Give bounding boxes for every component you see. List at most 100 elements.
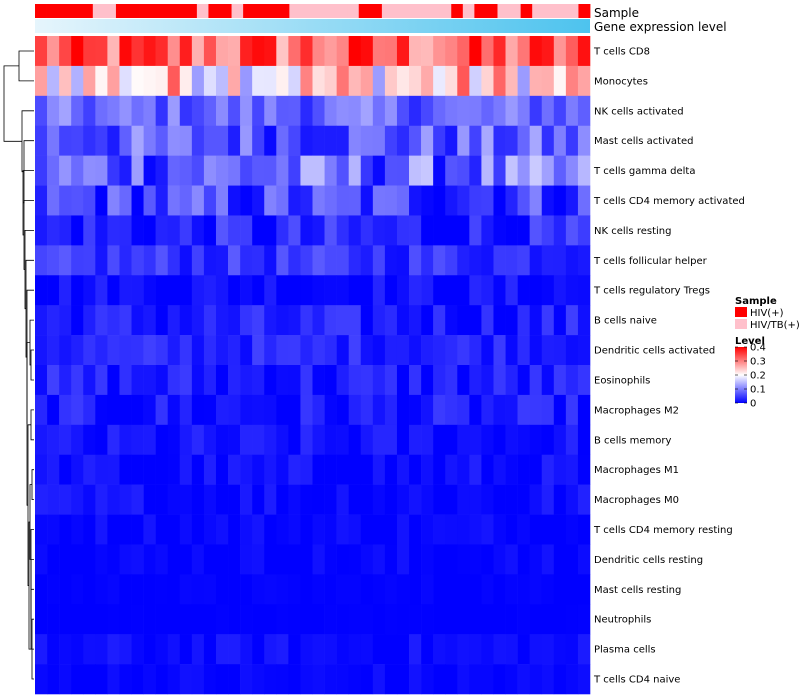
heatmap-cell bbox=[179, 65, 193, 97]
heatmap-cell bbox=[541, 365, 555, 396]
heatmap-cell bbox=[59, 335, 72, 366]
heatmap-cell bbox=[131, 275, 144, 306]
heatmap-cell bbox=[252, 394, 265, 426]
heatmap-cell bbox=[143, 454, 156, 485]
sample-legend-swatch-hiv bbox=[735, 307, 747, 317]
sample-annotation-cell bbox=[196, 4, 209, 18]
heatmap-cell bbox=[191, 604, 205, 635]
heatmap-cell bbox=[119, 394, 132, 426]
heatmap-cell bbox=[409, 514, 422, 545]
heatmap-cell bbox=[457, 245, 470, 276]
heatmap-cell bbox=[264, 514, 277, 545]
heatmap-cell bbox=[95, 604, 108, 635]
heatmap-cell bbox=[276, 604, 289, 635]
heatmap-cell bbox=[421, 394, 434, 426]
heatmap-cell bbox=[565, 544, 579, 575]
heatmap-cell bbox=[517, 36, 530, 67]
heatmap-cell bbox=[553, 125, 567, 156]
heatmap-cell bbox=[336, 514, 349, 545]
heatmap-cell bbox=[577, 365, 591, 396]
heatmap-cell bbox=[95, 36, 108, 67]
heatmap-cell bbox=[433, 484, 446, 515]
dendrogram-branch bbox=[27, 424, 31, 586]
heatmap-cell bbox=[493, 484, 506, 515]
heatmap-cell bbox=[71, 454, 84, 485]
heatmap-cell bbox=[565, 335, 579, 366]
heatmap-cell bbox=[372, 245, 386, 276]
heatmap-cell bbox=[131, 185, 144, 216]
heatmap-cell bbox=[107, 335, 120, 366]
heatmap-cell bbox=[421, 514, 434, 545]
heatmap-cell bbox=[396, 394, 410, 426]
heatmap-cell bbox=[228, 634, 241, 665]
heatmap-cell bbox=[409, 305, 422, 336]
sample-annotation-cell bbox=[462, 4, 475, 18]
heatmap-cell bbox=[553, 634, 567, 665]
heatmap-cell bbox=[336, 544, 349, 575]
heatmap-cell bbox=[131, 215, 144, 246]
heatmap-cell bbox=[35, 394, 48, 426]
sample-annotation-cell bbox=[289, 4, 302, 18]
heatmap-cell bbox=[396, 245, 410, 276]
sample-annotation-cell bbox=[393, 4, 406, 18]
heatmap-cell bbox=[143, 305, 156, 336]
heatmap-cell bbox=[457, 365, 470, 396]
heatmap-cell bbox=[35, 365, 48, 396]
heatmap-cell bbox=[384, 245, 398, 276]
heatmap-cell bbox=[372, 335, 386, 366]
heatmap-cell bbox=[529, 424, 543, 456]
heatmap-cell bbox=[565, 275, 579, 306]
heatmap-cell bbox=[203, 365, 217, 396]
heatmap-cell bbox=[421, 604, 434, 635]
heatmap-cell bbox=[47, 155, 60, 186]
heatmap-cell bbox=[457, 335, 470, 366]
heatmap-cell bbox=[155, 365, 169, 396]
heatmap-cell bbox=[409, 245, 422, 276]
heatmap-cell bbox=[95, 514, 108, 545]
heatmap-cell bbox=[119, 634, 132, 665]
heatmap-cell bbox=[457, 484, 470, 515]
heatmap-cell bbox=[288, 544, 301, 575]
heatmap-cell bbox=[481, 604, 494, 635]
heatmap-cell bbox=[240, 424, 253, 456]
heatmap-cell bbox=[35, 125, 48, 156]
heatmap-cell bbox=[481, 155, 494, 186]
heatmap-cell bbox=[360, 424, 374, 456]
heatmap-cell bbox=[119, 275, 132, 306]
heatmap-cell bbox=[445, 335, 458, 366]
heatmap-cell bbox=[203, 95, 217, 127]
heatmap-cell bbox=[312, 574, 325, 605]
heatmap-cell bbox=[541, 125, 555, 156]
heatmap-cell bbox=[433, 185, 446, 216]
sample-annotation-cell bbox=[92, 4, 105, 18]
level-tick-label: 0.1 bbox=[750, 385, 766, 396]
heatmap-cell bbox=[348, 544, 362, 575]
heatmap-cell bbox=[95, 275, 108, 306]
heatmap-cell bbox=[143, 365, 156, 396]
heatmap-cell bbox=[457, 394, 470, 426]
heatmap-cell bbox=[300, 185, 313, 216]
heatmap-cell bbox=[264, 484, 277, 515]
heatmap-cell bbox=[95, 365, 108, 396]
heatmap-cell bbox=[445, 185, 458, 216]
heatmap-cell bbox=[59, 155, 72, 186]
heatmap-cell bbox=[529, 574, 543, 605]
gene-expression-label: Gene expression level bbox=[594, 20, 727, 34]
sample-annotation-cell bbox=[439, 4, 452, 18]
heatmap-cell bbox=[372, 484, 386, 515]
heatmap-cell bbox=[203, 484, 217, 515]
heatmap-cell bbox=[276, 95, 289, 127]
heatmap-cell bbox=[348, 245, 362, 276]
row-label: T cells follicular helper bbox=[593, 256, 708, 267]
heatmap-cell bbox=[59, 454, 72, 485]
heatmap-cell bbox=[228, 245, 241, 276]
heatmap-cell bbox=[155, 185, 169, 216]
heatmap-cell bbox=[553, 544, 567, 575]
heatmap-cell bbox=[324, 155, 337, 186]
heatmap-cell bbox=[529, 185, 543, 216]
heatmap-cell bbox=[71, 484, 84, 515]
heatmap-cell bbox=[396, 275, 410, 306]
heatmap-cell bbox=[457, 634, 470, 665]
heatmap-cell bbox=[59, 424, 72, 456]
heatmap-cell bbox=[553, 245, 567, 276]
